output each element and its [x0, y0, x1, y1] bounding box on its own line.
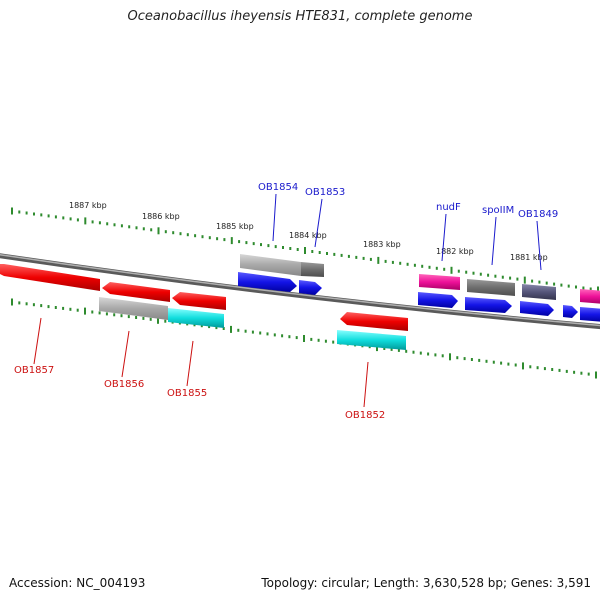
gene-ob1854-arrow[interactable] — [238, 272, 297, 292]
scale-label-1886: 1886 kbp — [142, 212, 180, 221]
gene-ob1856-product — [99, 297, 168, 320]
gene-right-edge-product — [580, 289, 600, 304]
gene-spoiim-product — [467, 279, 515, 296]
ob1852-leader — [363, 361, 369, 408]
label-ob1854[interactable]: OB1854 — [258, 182, 298, 193]
map-title: Oceanobacillus iheyensis HTE831, complet… — [127, 9, 473, 24]
gene-features — [0, 254, 600, 350]
genome-backbone-highlight — [0, 253, 600, 327]
accession-text: Accession: NC_004193 — [9, 576, 146, 590]
label-ob1856[interactable]: OB1856 — [104, 379, 144, 390]
scale-labels: 1887 kbp 1886 kbp 1885 kbp 1884 kbp 1883… — [69, 201, 548, 262]
scale-label-1884: 1884 kbp — [289, 231, 327, 240]
scale-label-1882: 1882 kbp — [436, 247, 474, 256]
spoiim-leader — [491, 216, 497, 266]
label-ob1849[interactable]: OB1849 — [518, 209, 558, 220]
label-ob1853[interactable]: OB1853 — [305, 187, 345, 198]
scale-label-1885: 1885 kbp — [216, 222, 254, 231]
gene-nudf-arrow[interactable] — [418, 292, 458, 308]
gene-ob1857-arrow[interactable] — [0, 264, 100, 291]
gene-edge-arrow[interactable] — [580, 307, 600, 322]
scale-label-1883: 1883 kbp — [363, 240, 401, 249]
gene-spoiim-arrow[interactable] — [465, 297, 512, 313]
scale-label-1887: 1887 kbp — [69, 201, 107, 210]
ob1849-leader — [536, 220, 542, 271]
ob1855-leader — [186, 340, 194, 387]
gene-ob1853-product — [301, 262, 324, 277]
genome-summary-text: Topology: circular; Length: 3,630,528 bp… — [261, 576, 591, 590]
gene-ob1855-arrow[interactable] — [172, 292, 226, 310]
gene-ob1854-product — [240, 254, 301, 276]
genome-backbone — [0, 253, 600, 330]
label-ob1857[interactable]: OB1857 — [14, 365, 54, 376]
gene-ob1853-arrow[interactable] — [299, 280, 322, 295]
tick-marks — [11, 207, 599, 379]
gene-ob1852-product — [337, 330, 406, 350]
gene-ob1849-product — [522, 284, 556, 300]
gene-nudf-product — [419, 274, 460, 290]
gene-labels: OB1857 OB1856 OB1855 OB1854 OB1853 OB185… — [14, 182, 558, 421]
label-nudf[interactable]: nudF — [436, 202, 461, 213]
nudf-leader — [441, 213, 447, 262]
ob1854-leader — [272, 193, 277, 242]
label-ob1852[interactable]: OB1852 — [345, 410, 385, 421]
scale-label-1881: 1881 kbp — [510, 253, 548, 262]
gene-ob1852-arrow[interactable] — [340, 312, 408, 331]
ob1856-leader — [121, 330, 130, 378]
gene-ob1849-arrow[interactable] — [520, 301, 554, 316]
gene-ob1855-product — [168, 308, 224, 328]
ob1857-leader — [33, 317, 42, 365]
label-ob1855[interactable]: OB1855 — [167, 388, 207, 399]
gene-small-arrow[interactable] — [563, 305, 578, 318]
label-leaders — [33, 193, 542, 408]
gene-ob1856-arrow[interactable] — [102, 282, 170, 302]
label-spoiim[interactable]: spoIIM — [482, 205, 514, 216]
ob1853-leader — [314, 198, 323, 248]
